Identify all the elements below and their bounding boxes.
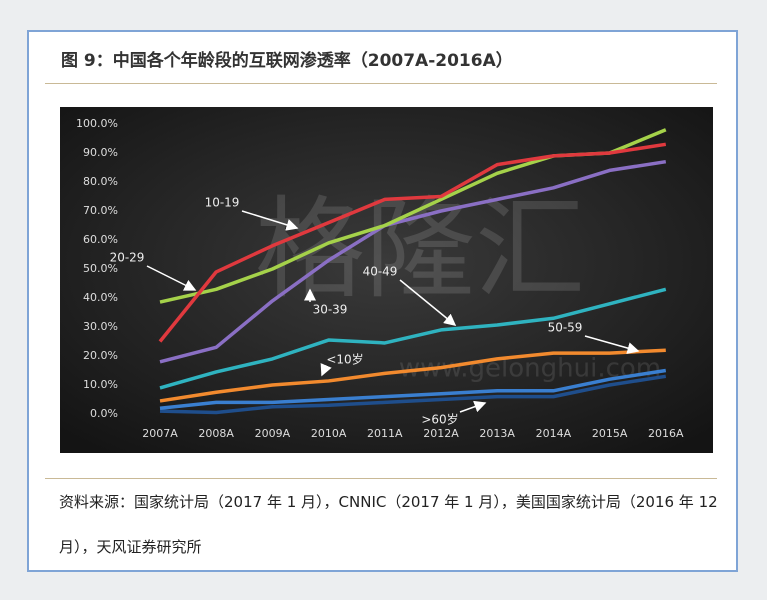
label-arrow xyxy=(146,265,197,291)
x-tick-label: 2012A xyxy=(423,427,459,440)
figure-card: 图 9：中国各个年龄段的互联网渗透率（2007A-2016A） 格隆汇 www.g… xyxy=(27,30,738,572)
series-line xyxy=(159,368,667,410)
y-tick-label: 10.0% xyxy=(83,378,118,391)
y-tick-label: 60.0% xyxy=(83,233,118,246)
series-label: 40-49 xyxy=(363,265,398,279)
series-line xyxy=(159,374,667,415)
series-line xyxy=(159,159,667,364)
series-line xyxy=(158,142,667,343)
label-arrow xyxy=(399,279,457,326)
divider xyxy=(45,478,717,479)
divider xyxy=(45,83,717,84)
series-label: 20-29 xyxy=(110,251,145,265)
chart: 格隆汇www.gelonghui.com0.0%10.0%20.0%30.0%4… xyxy=(60,107,713,453)
label-arrow xyxy=(584,335,640,354)
series-line xyxy=(159,287,667,390)
x-tick-label: 2014A xyxy=(536,427,572,440)
series-label: >60岁 xyxy=(421,412,458,427)
source-note: 资料来源：国家统计局（2017 年 1 月），CNNIC（2017 年 1 月）… xyxy=(59,493,718,556)
series-line xyxy=(159,348,666,403)
x-tick-label: 2013A xyxy=(479,427,515,440)
x-tick-label: 2015A xyxy=(592,427,628,440)
x-tick-label: 2009A xyxy=(255,427,291,440)
y-tick-label: 40.0% xyxy=(83,291,118,304)
series-label: 10-19 xyxy=(205,196,240,210)
y-tick-label: 100.0% xyxy=(76,117,118,130)
x-tick-label: 2008A xyxy=(198,427,234,440)
y-tick-label: 0.0% xyxy=(90,407,118,420)
label-arrow xyxy=(459,400,487,413)
x-tick-label: 2007A xyxy=(142,427,178,440)
label-arrow xyxy=(320,362,332,377)
x-tick-label: 2010A xyxy=(311,427,347,440)
series-label: 30-39 xyxy=(313,303,348,317)
x-tick-label: 2016A xyxy=(648,427,684,440)
y-tick-label: 50.0% xyxy=(83,262,118,275)
y-tick-label: 80.0% xyxy=(83,175,118,188)
figure-title: 图 9：中国各个年龄段的互联网渗透率（2007A-2016A） xyxy=(61,51,513,71)
series-label: <10岁 xyxy=(326,352,363,367)
x-tick-label: 2011A xyxy=(367,427,403,440)
watermark: 格隆汇 xyxy=(255,185,585,313)
y-tick-label: 90.0% xyxy=(83,146,118,159)
y-tick-label: 30.0% xyxy=(83,320,118,333)
label-arrow xyxy=(241,210,299,231)
y-tick-label: 70.0% xyxy=(83,204,118,217)
y-tick-label: 20.0% xyxy=(83,349,118,362)
series-label: 50-59 xyxy=(548,321,583,335)
